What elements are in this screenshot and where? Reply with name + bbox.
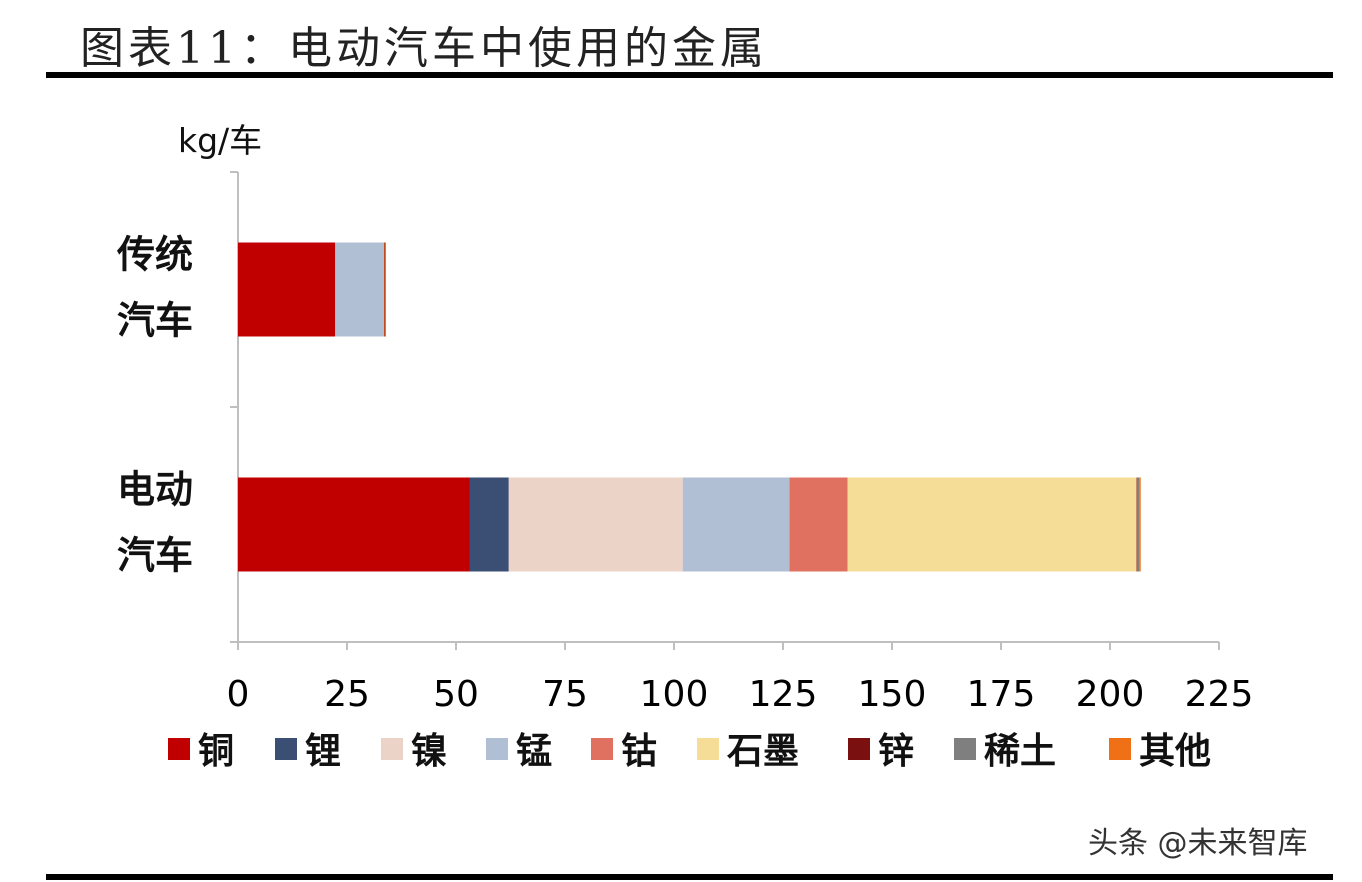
legend-swatch bbox=[486, 738, 508, 760]
bar-segment-镍 bbox=[508, 477, 683, 572]
x-tick-label: 50 bbox=[433, 674, 479, 715]
legend-label: 钴 bbox=[621, 731, 657, 772]
chart-title: 图表11：电动汽车中使用的金属 bbox=[80, 23, 768, 74]
bar-segment-稀土 bbox=[1137, 477, 1140, 572]
unit-label: kg/车 bbox=[178, 121, 262, 160]
legend-swatch bbox=[275, 738, 297, 760]
bar-segment-其他 bbox=[1139, 477, 1141, 572]
legend-swatch bbox=[381, 738, 403, 760]
legend-swatch bbox=[168, 738, 190, 760]
category-label: 传统 bbox=[116, 233, 193, 277]
legend-label: 镍 bbox=[411, 731, 447, 772]
footer-rule bbox=[46, 874, 1333, 880]
legend-label: 石墨 bbox=[727, 731, 799, 772]
legend-swatch bbox=[954, 738, 976, 760]
x-tick-label: 200 bbox=[1076, 674, 1145, 715]
x-tick-label: 25 bbox=[324, 674, 370, 715]
category-label: 汽车 bbox=[117, 299, 193, 343]
bar-segment-铜 bbox=[238, 242, 336, 337]
bar-segment-锰 bbox=[335, 242, 385, 337]
x-tick-labels: 0 25 50 75 100 125 150 175 200 225 bbox=[227, 674, 1254, 715]
bar-segment-锂 bbox=[469, 477, 509, 572]
bar-segment-铜 bbox=[238, 477, 470, 572]
category-label: 汽车 bbox=[117, 534, 193, 578]
x-tick-label: 150 bbox=[858, 674, 927, 715]
bar-segment-其他 bbox=[384, 242, 386, 337]
legend-label: 稀土 bbox=[984, 731, 1056, 772]
legend-label: 其他 bbox=[1139, 731, 1211, 772]
legend-swatch bbox=[591, 738, 613, 760]
x-tick-label: 175 bbox=[967, 674, 1036, 715]
bars bbox=[238, 242, 1141, 572]
watermark: 头条 @未来智库 bbox=[1088, 826, 1308, 861]
legend-swatch bbox=[848, 738, 870, 760]
bar-segment-钴 bbox=[789, 477, 848, 572]
x-tick-label: 75 bbox=[542, 674, 588, 715]
title-rule bbox=[46, 72, 1333, 78]
legend-label: 铜 bbox=[198, 731, 234, 772]
x-tick-label: 100 bbox=[640, 674, 709, 715]
legend-label: 锂 bbox=[305, 731, 341, 772]
bar-segment-锰 bbox=[682, 477, 790, 572]
legend-label: 锌 bbox=[878, 731, 914, 772]
x-tick-label: 125 bbox=[749, 674, 818, 715]
x-tick-label: 0 bbox=[227, 674, 250, 715]
bar-segment-石墨 bbox=[847, 477, 1137, 572]
category-label: 电动 bbox=[117, 468, 193, 512]
legend: 铜 锂 镍 锰 钴 石墨 锌 稀土 其他 bbox=[168, 731, 1211, 772]
x-tick-label: 225 bbox=[1185, 674, 1254, 715]
legend-label: 锰 bbox=[516, 731, 552, 772]
legend-swatch bbox=[1109, 738, 1131, 760]
legend-swatch bbox=[697, 738, 719, 760]
